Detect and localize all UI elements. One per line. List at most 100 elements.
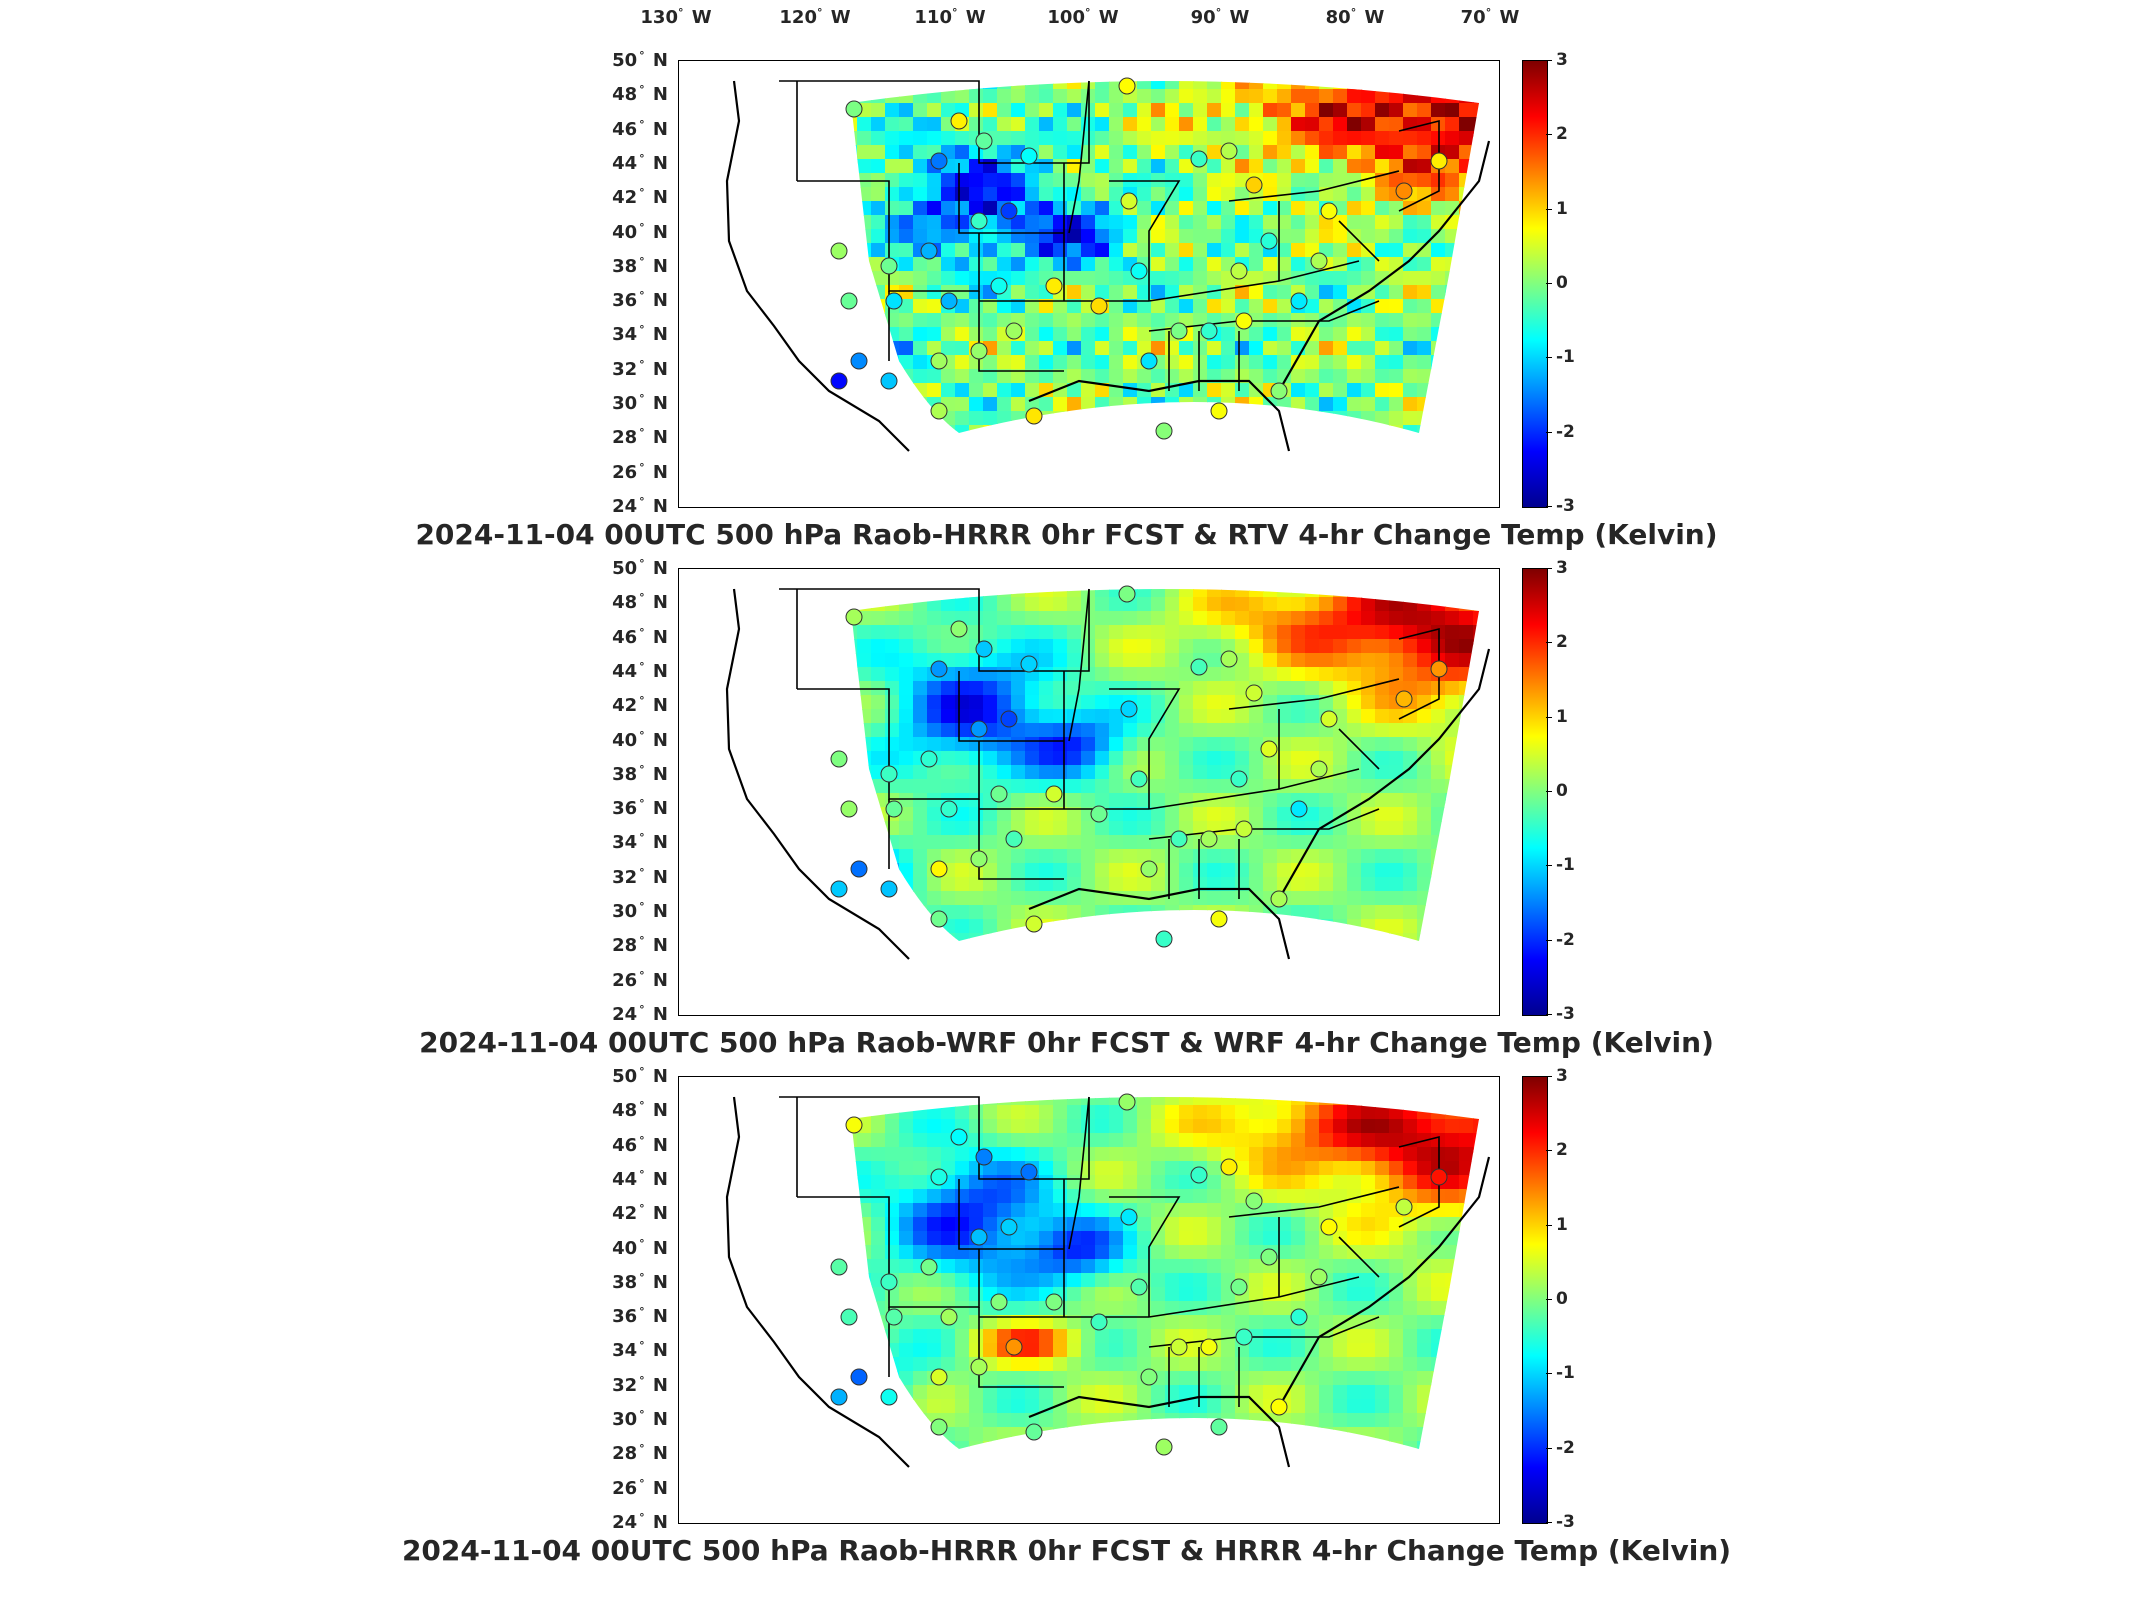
colorbar-tick-label: -3: [1556, 1512, 1575, 1532]
colorbar-tick: [1546, 1522, 1552, 1523]
raob-station-marker: [1140, 352, 1158, 370]
latitude-label: 40 ° N: [612, 728, 668, 751]
colorbar-tick: [1546, 431, 1552, 433]
latitude-label: 32 ° N: [612, 1373, 668, 1396]
raob-station-marker: [970, 1358, 988, 1376]
colorbar: [1522, 1076, 1548, 1524]
raob-station-marker: [1005, 1338, 1023, 1356]
raob-station-marker: [850, 352, 868, 370]
colorbar-tick-label: -1: [1556, 855, 1575, 876]
raob-station-marker: [1320, 710, 1338, 728]
raob-station-marker: [1130, 1278, 1148, 1296]
state-boundary: [1228, 678, 1400, 789]
raob-station-marker: [1270, 382, 1288, 400]
panel-title: 2024-11-04 00UTC 500 hPa Raob-WRF 0hr FC…: [419, 1026, 1714, 1059]
latitude-label: 40 ° N: [612, 1236, 668, 1259]
raob-station-marker: [1130, 262, 1148, 280]
temperature-map: [678, 1076, 1500, 1524]
raob-station-marker: [1000, 710, 1018, 728]
latitude-label: 36 ° N: [612, 1305, 668, 1328]
raob-station-marker: [840, 1308, 858, 1326]
latitude-label: 36 ° N: [612, 289, 668, 312]
raob-station-marker: [1020, 1163, 1038, 1181]
colorbar-tick-label: -1: [1556, 347, 1575, 368]
colorbar-tick: [1546, 60, 1552, 61]
panel-title: 2024-11-04 00UTC 500 hPa Raob-HRRR 0hr F…: [401, 1534, 1732, 1567]
raob-station-marker: [1320, 1218, 1338, 1236]
raob-station-marker: [930, 1168, 948, 1186]
latitude-label: 28 ° N: [612, 934, 668, 957]
state-boundary: [1228, 170, 1400, 281]
raob-station-marker: [1210, 1418, 1228, 1436]
raob-station-marker: [880, 1273, 898, 1291]
raob-station-marker: [1245, 176, 1263, 194]
map-panel-2: 50 ° N 48 ° N 46 ° N 44 ° N 42 ° N 40 ° N 38 ° N 36 ° N…: [0, 557, 2133, 1088]
raob-station-marker: [1090, 805, 1108, 823]
raob-station-marker: [970, 720, 988, 738]
raob-station-marker: [1140, 1368, 1158, 1386]
colorbar-tick: [1546, 939, 1552, 941]
raob-station-marker: [1155, 422, 1173, 440]
raob-station-marker: [1200, 830, 1218, 848]
colorbar-tick-label: 0: [1556, 273, 1568, 293]
latitude-label: 44 ° N: [612, 151, 668, 174]
raob-station-marker: [1045, 785, 1063, 803]
latitude-label: 36 ° N: [612, 797, 668, 820]
raob-station-marker: [950, 620, 968, 638]
raob-station-marker: [930, 402, 948, 420]
colorbar-tick: [1546, 357, 1552, 359]
colorbar-tick-label: -2: [1556, 1437, 1575, 1458]
raob-station-marker: [1210, 910, 1228, 928]
latitude-label: 42 ° N: [612, 1202, 668, 1225]
colorbar-tick-label: 2: [1556, 632, 1568, 653]
latitude-label: 50 ° N: [612, 557, 668, 579]
raob-station-marker: [1155, 1438, 1173, 1456]
raob-station-marker: [1220, 142, 1238, 160]
temperature-map: [678, 568, 1500, 1016]
raob-station-marker: [1210, 402, 1228, 420]
latitude-label: 26 ° N: [612, 1476, 668, 1499]
raob-station-marker: [1310, 1268, 1328, 1286]
latitude-label: 34 ° N: [612, 323, 668, 346]
raob-station-marker: [1118, 77, 1136, 95]
latitude-label: 40 ° N: [612, 220, 668, 243]
colorbar-tick: [1546, 1447, 1552, 1449]
raob-station-marker: [830, 750, 848, 768]
colorbar-tick-label: 1: [1556, 706, 1568, 727]
longitude-label: 70° W: [1460, 6, 1520, 28]
colorbar-tick-label: -3: [1556, 1004, 1575, 1024]
raob-station-marker: [990, 785, 1008, 803]
colorbar-tick-label: 3: [1556, 558, 1568, 578]
colorbar-tick: [1546, 283, 1552, 284]
colorbar-tick: [1546, 506, 1552, 507]
colorbar: [1522, 568, 1548, 1016]
colorbar-tick-label: -1: [1556, 1363, 1575, 1384]
raob-station-marker: [1430, 1168, 1448, 1186]
latitude-label: 48 ° N: [612, 83, 668, 106]
raob-station-marker: [1430, 152, 1448, 170]
raob-station-marker: [1200, 322, 1218, 340]
raob-station-marker: [830, 880, 848, 898]
raob-station-marker: [830, 372, 848, 390]
raob-station-marker: [970, 1228, 988, 1246]
raob-station-marker: [1220, 650, 1238, 668]
raob-station-marker: [1220, 1158, 1238, 1176]
map-panel-1: 50 ° N 48 ° N 46 ° N 44 ° N 42 ° N 40 ° N 38 ° N 36 ° N…: [0, 49, 2133, 580]
raob-station-marker: [850, 1368, 868, 1386]
colorbar-tick: [1546, 716, 1552, 718]
latitude-label: 26 ° N: [612, 968, 668, 991]
raob-station-marker: [1395, 182, 1413, 200]
state-boundary: [1068, 80, 1181, 301]
raob-station-marker: [1290, 292, 1308, 310]
raob-station-marker: [990, 1293, 1008, 1311]
latitude-label: 50 ° N: [612, 49, 668, 71]
raob-station-marker: [1200, 1338, 1218, 1356]
raob-station-marker: [940, 292, 958, 310]
latitude-label: 38 ° N: [612, 762, 668, 785]
raob-station-marker: [830, 1258, 848, 1276]
colorbar-tick-label: -2: [1556, 929, 1575, 950]
colorbar-tick-label: 1: [1556, 1214, 1568, 1235]
latitude-label: 48 ° N: [612, 1099, 668, 1122]
raob-station-marker: [1020, 655, 1038, 673]
colorbar-tick: [1546, 1373, 1552, 1375]
